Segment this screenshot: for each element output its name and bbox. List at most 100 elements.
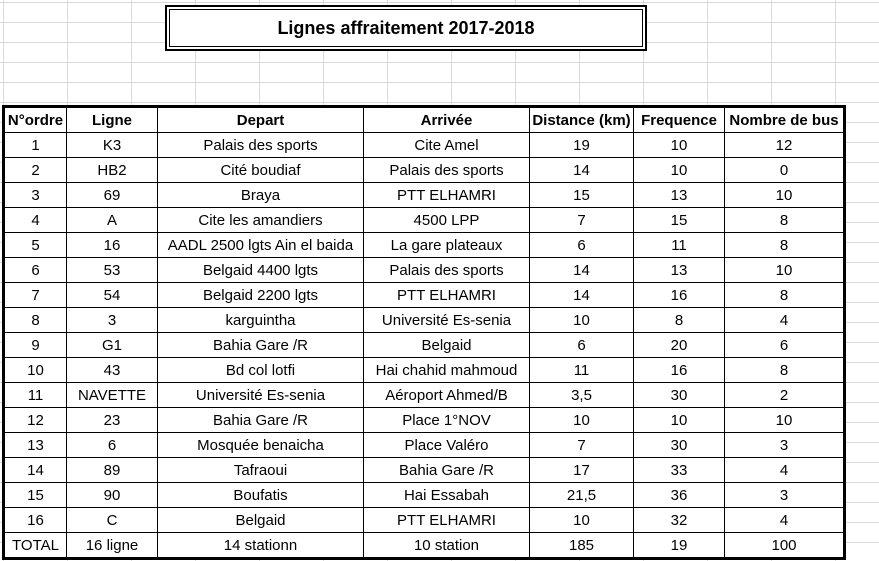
cell-distance[interactable]: 10 (529, 407, 634, 433)
cell-arrivee[interactable]: La gare plateaux (363, 232, 530, 258)
cell-ligne[interactable]: 23 (66, 407, 158, 433)
cell-distance[interactable]: 19 (529, 132, 634, 158)
cell-frequence[interactable]: 36 (633, 482, 725, 508)
cell-arrivee[interactable]: PTT ELHAMRI (363, 182, 530, 208)
cell-arrivee[interactable]: Aéroport Ahmed/B (363, 382, 530, 408)
header-ordre[interactable]: N°ordre (4, 107, 67, 133)
cell-nombre-bus[interactable]: 8 (724, 232, 844, 258)
cell-distance[interactable]: 14 (529, 282, 634, 308)
cell-ligne[interactable]: A (66, 207, 158, 233)
cell-arrivee[interactable]: Bahia Gare /R (363, 457, 530, 483)
cell-nombre-bus[interactable]: 3 (724, 432, 844, 458)
cell-arrivee[interactable]: Hai chahid mahmoud (363, 357, 530, 383)
cell-frequence[interactable]: 15 (633, 207, 725, 233)
cell-ligne[interactable]: G1 (66, 332, 158, 358)
cell-depart[interactable]: Belgaid 2200 lgts (157, 282, 364, 308)
cell-nombre-bus[interactable]: 8 (724, 207, 844, 233)
cell-depart[interactable]: Belgaid 4400 lgts (157, 257, 364, 283)
cell-frequence[interactable]: 30 (633, 432, 725, 458)
cell-depart[interactable]: Université Es-senia (157, 382, 364, 408)
cell-frequence[interactable]: 13 (633, 182, 725, 208)
cell-nombre-bus[interactable]: 8 (724, 357, 844, 383)
cell-distance[interactable]: 7 (529, 432, 634, 458)
cell-depart[interactable]: Cité boudiaf (157, 157, 364, 183)
cell-arrivee[interactable]: Place Valéro (363, 432, 530, 458)
cell-distance[interactable]: 10 (529, 507, 634, 533)
cell-ligne[interactable]: K3 (66, 132, 158, 158)
cell-depart[interactable]: Braya (157, 182, 364, 208)
cell-nombre-bus[interactable]: 10 (724, 407, 844, 433)
cell-ordre[interactable]: 15 (4, 482, 67, 508)
cell-depart[interactable]: Boufatis (157, 482, 364, 508)
header-arrivee[interactable]: Arrivée (363, 107, 530, 133)
cell-nombre-bus[interactable]: 8 (724, 282, 844, 308)
cell-frequence[interactable]: 32 (633, 507, 725, 533)
cell-nombre-bus[interactable]: 4 (724, 507, 844, 533)
cell-distance[interactable]: 14 (529, 157, 634, 183)
cell-nombre-bus[interactable]: 3 (724, 482, 844, 508)
cell-nombre-bus[interactable]: 0 (724, 157, 844, 183)
cell-nombre-bus[interactable]: 6 (724, 332, 844, 358)
cell-depart[interactable]: Cite les amandiers (157, 207, 364, 233)
cell-frequence[interactable]: 20 (633, 332, 725, 358)
header-frequence[interactable]: Frequence (633, 107, 725, 133)
cell-frequence[interactable]: 10 (633, 132, 725, 158)
cell-frequence[interactable]: 10 (633, 157, 725, 183)
cell-depart[interactable]: Bahia Gare /R (157, 407, 364, 433)
header-ligne[interactable]: Ligne (66, 107, 158, 133)
cell-ligne[interactable]: 54 (66, 282, 158, 308)
cell-distance[interactable]: 21,5 (529, 482, 634, 508)
cell-ligne[interactable]: 89 (66, 457, 158, 483)
cell-depart[interactable]: Belgaid (157, 507, 364, 533)
cell-arrivee[interactable]: PTT ELHAMRI (363, 282, 530, 308)
cell-distance[interactable]: 11 (529, 357, 634, 383)
cell-frequence[interactable]: 33 (633, 457, 725, 483)
cell-ordre[interactable]: 10 (4, 357, 67, 383)
cell-distance[interactable]: 10 (529, 307, 634, 333)
cell-frequence[interactable]: 16 (633, 357, 725, 383)
cell-arrivee[interactable]: PTT ELHAMRI (363, 507, 530, 533)
cell-depart[interactable]: Tafraoui (157, 457, 364, 483)
header-distance[interactable]: Distance (km) (529, 107, 634, 133)
cell-distance[interactable]: 7 (529, 207, 634, 233)
cell-ordre[interactable]: 16 (4, 507, 67, 533)
cell-frequence[interactable]: 13 (633, 257, 725, 283)
cell-ligne[interactable]: 6 (66, 432, 158, 458)
cell-nombre-bus[interactable]: 12 (724, 132, 844, 158)
cell-ligne[interactable]: NAVETTE (66, 382, 158, 408)
header-nombre-bus[interactable]: Nombre de bus (724, 107, 844, 133)
cell-frequence[interactable]: 30 (633, 382, 725, 408)
cell-ligne[interactable]: 90 (66, 482, 158, 508)
cell-arrivee[interactable]: 4500 LPP (363, 207, 530, 233)
cell-arrivee[interactable]: Place 1°NOV (363, 407, 530, 433)
cell-nombre-bus[interactable]: 4 (724, 307, 844, 333)
cell-distance[interactable]: 6 (529, 232, 634, 258)
cell-depart[interactable]: AADL 2500 lgts Ain el baida (157, 232, 364, 258)
cell-ordre[interactable]: 13 (4, 432, 67, 458)
cell-ligne[interactable]: 3 (66, 307, 158, 333)
cell-ligne[interactable]: 69 (66, 182, 158, 208)
cell-ligne[interactable]: HB2 (66, 157, 158, 183)
cell-ligne[interactable]: 43 (66, 357, 158, 383)
cell-depart[interactable]: Mosquée benaicha (157, 432, 364, 458)
cell-ordre[interactable]: 14 (4, 457, 67, 483)
cell-ordre[interactable]: 7 (4, 282, 67, 308)
cell-ordre[interactable]: 1 (4, 132, 67, 158)
cell-ligne[interactable]: C (66, 507, 158, 533)
cell-depart[interactable]: Palais des sports (157, 132, 364, 158)
total-cell[interactable]: 100 (724, 532, 844, 558)
cell-distance[interactable]: 3,5 (529, 382, 634, 408)
cell-distance[interactable]: 15 (529, 182, 634, 208)
cell-frequence[interactable]: 16 (633, 282, 725, 308)
total-cell[interactable]: TOTAL (4, 532, 67, 558)
cell-nombre-bus[interactable]: 10 (724, 182, 844, 208)
total-cell[interactable]: 16 ligne (66, 532, 158, 558)
cell-ordre[interactable]: 2 (4, 157, 67, 183)
total-cell[interactable]: 10 station (363, 532, 530, 558)
total-cell[interactable]: 14 stationn (157, 532, 364, 558)
cell-arrivee[interactable]: Palais des sports (363, 157, 530, 183)
cell-depart[interactable]: Bahia Gare /R (157, 332, 364, 358)
header-depart[interactable]: Depart (157, 107, 364, 133)
cell-ordre[interactable]: 11 (4, 382, 67, 408)
cell-ordre[interactable]: 6 (4, 257, 67, 283)
